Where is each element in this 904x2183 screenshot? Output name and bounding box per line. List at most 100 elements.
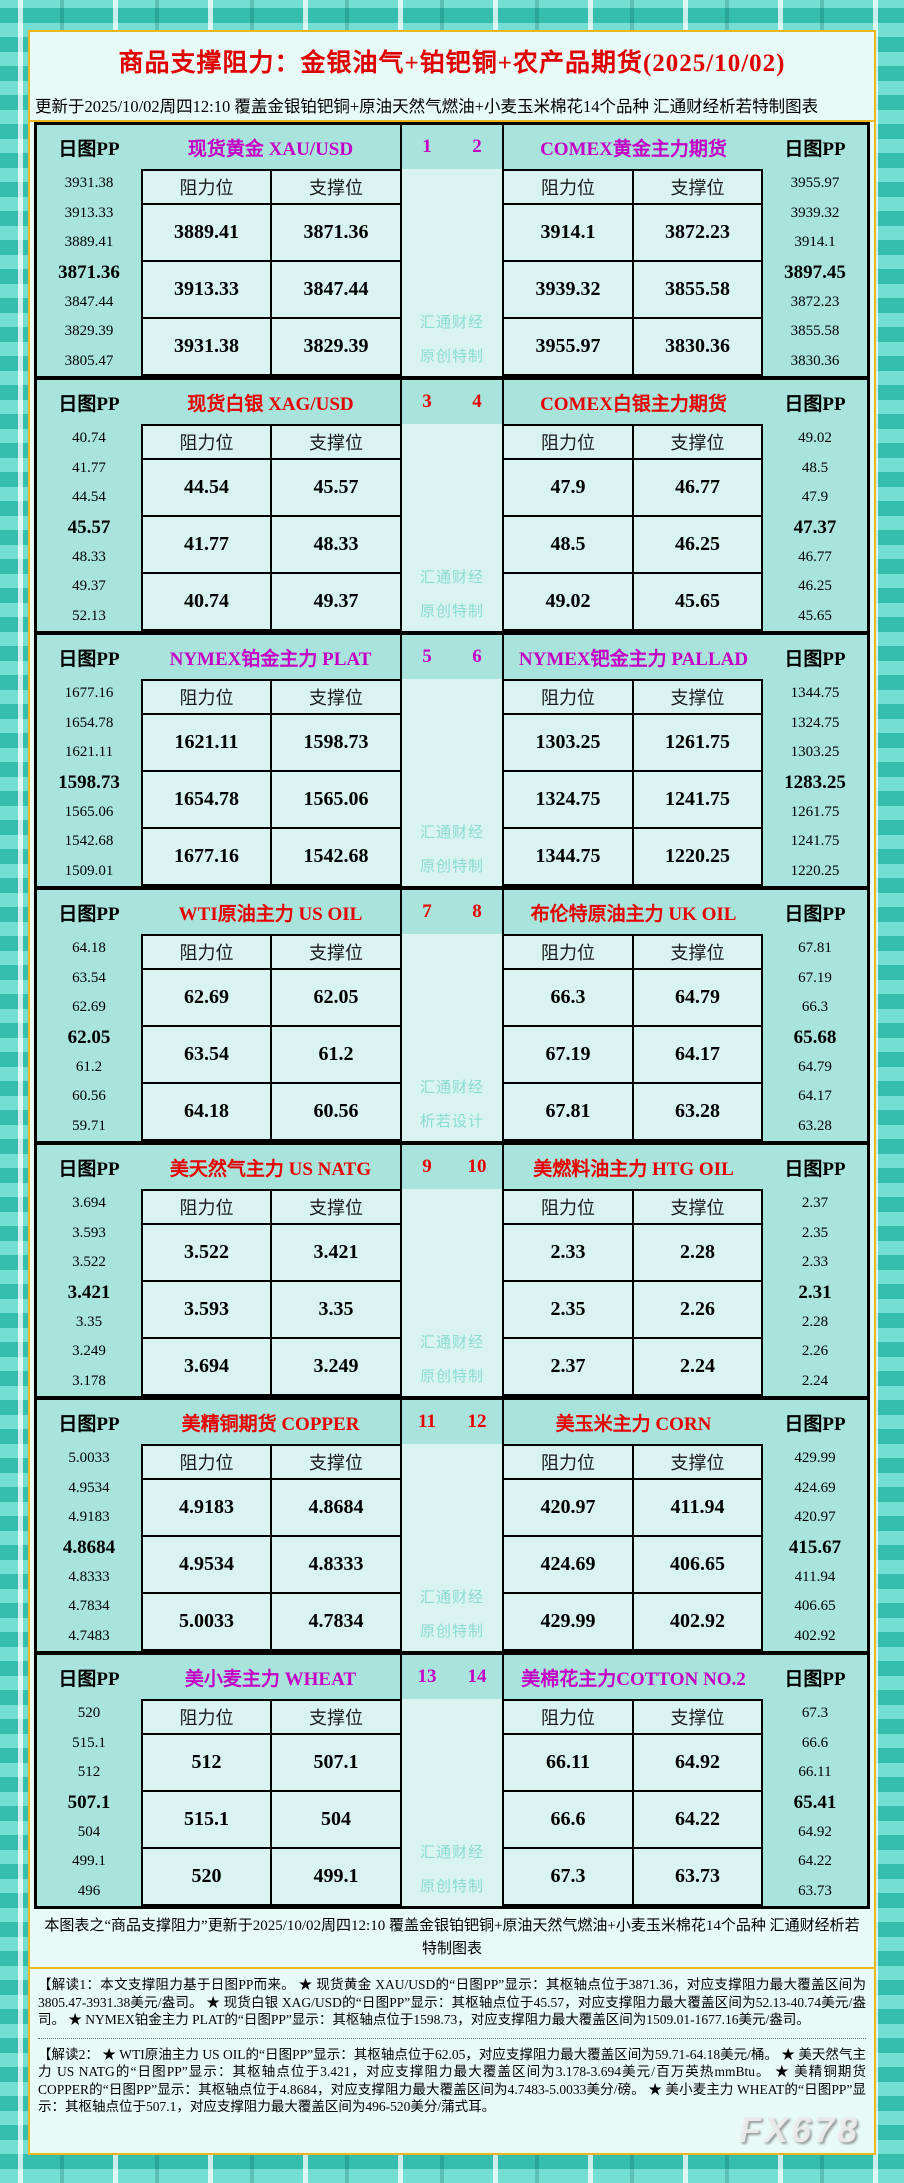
support-value: 48.33 [270, 515, 400, 574]
resistance-value: 63.54 [141, 1025, 272, 1084]
resistance-value: 3914.1 [504, 203, 634, 262]
resistance-value: 512 [141, 1733, 272, 1792]
support-value: 3.249 [270, 1337, 400, 1396]
commodity-block: 日图PP 美精铜期货 COPPER 11 12 美玉米主力 CORN 日图PP … [37, 1400, 867, 1655]
support-value: 2.28 [632, 1223, 763, 1282]
resistance-value: 4.9534 [141, 1535, 272, 1594]
support-value: 2.26 [632, 1280, 763, 1339]
support-value: 46.77 [632, 458, 763, 517]
sr-header-row: 阻力位 支撑位 [141, 1189, 400, 1225]
resistance-value: 49.02 [504, 572, 634, 631]
left-pp-value: 496 [77, 1882, 101, 1899]
left-pp-header: 日图PP [58, 393, 120, 415]
sr-data-row: 47.9 46.77 [504, 458, 763, 517]
support-value: 402.92 [632, 1592, 763, 1651]
center-watermark: 汇通财经 原创特制 [400, 1699, 504, 1906]
left-sr-table: 阻力位 支撑位 3.522 3.421 3.593 3.35 3.694 3.249 [141, 1189, 400, 1396]
center-watermark: 汇通财经 原创特制 [400, 1189, 504, 1396]
sr-data-row: 1303.25 1261.75 [504, 713, 763, 772]
right-pp-value-pivot: 415.67 [788, 1536, 842, 1558]
left-pp-value: 3913.33 [64, 204, 114, 221]
pair-number-left: 5 [422, 646, 432, 667]
watermark-line-2: 析若设计 [419, 1114, 484, 1130]
support-value: 3855.58 [632, 260, 763, 319]
sr-data-row: 67.3 63.73 [504, 1847, 763, 1906]
sr-data-row: 67.19 64.17 [504, 1025, 763, 1084]
footer-note: 本图表之“商品支撑阻力”更新于2025/10/02周四12:10 覆盖金银铂钯铜… [30, 1909, 874, 1969]
right-pp-value: 1344.75 [790, 685, 840, 702]
resistance-header: 阻力位 [141, 424, 272, 460]
brand-watermark: FX678 [738, 2109, 860, 2150]
pair-number-left: 11 [418, 1411, 436, 1432]
sr-data-row: 1654.78 1565.06 [141, 770, 400, 829]
support-value: 3871.36 [270, 203, 400, 262]
right-pp-value-pivot: 65.41 [793, 1791, 837, 1813]
resistance-value: 3.694 [141, 1337, 272, 1396]
support-header: 支撑位 [632, 934, 763, 970]
sr-data-row: 4.9183 4.8684 [141, 1478, 400, 1537]
right-pp-value: 411.94 [794, 1568, 836, 1585]
pair-number-right: 14 [467, 1666, 487, 1687]
right-table-body: 66.11 64.92 66.6 64.22 67.3 63.73 [504, 1733, 763, 1906]
left-sr-table: 阻力位 支撑位 512 507.1 515.1 504 520 499.1 [141, 1699, 400, 1906]
left-pp-value: 3.593 [72, 1224, 106, 1241]
resistance-header: 阻力位 [504, 934, 634, 970]
right-pp-value: 49.02 [798, 430, 832, 447]
center-watermark: 汇通财经 原创特制 [400, 679, 504, 886]
sr-data-row: 420.97 411.94 [504, 1478, 763, 1537]
right-sr-table: 阻力位 支撑位 66.11 64.92 66.6 64.22 67.3 63.73 [504, 1699, 763, 1906]
right-pp-value-pivot: 1283.25 [784, 771, 846, 793]
resistance-header: 阻力位 [504, 1699, 634, 1735]
commodity-block: 日图PP 现货白银 XAG/USD 3 4 COMEX白银主力期货 日图PP 4… [37, 380, 867, 635]
left-pp-value: 3889.41 [64, 234, 114, 251]
pair-number-right: 4 [472, 391, 482, 412]
left-pp-value: 52.13 [72, 607, 106, 624]
sr-header-row: 阻力位 支撑位 [504, 1444, 763, 1480]
resistance-value: 66.11 [504, 1733, 634, 1792]
resistance-value: 1621.11 [141, 713, 272, 772]
right-pp-value: 2.24 [801, 1372, 829, 1389]
resistance-value: 66.6 [504, 1790, 634, 1849]
right-pp-value: 66.3 [801, 999, 829, 1016]
resistance-value: 4.9183 [141, 1478, 272, 1537]
support-value: 63.28 [632, 1082, 763, 1141]
resistance-value: 2.33 [504, 1223, 634, 1282]
right-pp-value-pivot: 3897.45 [784, 261, 846, 283]
right-table-wrap: 阻力位 支撑位 2.33 2.28 2.35 2.26 2.37 2.24 [504, 1189, 763, 1396]
interpretation-2: 【解读2： ★ WTI原油主力 US OIL的“日图PP”显示：其枢轴点位于62… [38, 2046, 866, 2115]
right-instrument-title: 美棉花主力COTTON NO.2 [521, 1668, 746, 1690]
left-pp-value: 504 [77, 1823, 101, 1840]
resistance-value: 429.99 [504, 1592, 634, 1651]
pair-number-left: 7 [422, 901, 432, 922]
sr-data-row: 40.74 49.37 [141, 572, 400, 631]
left-table-body: 44.54 45.57 41.77 48.33 40.74 49.37 [141, 458, 400, 631]
sr-header-row: 阻力位 支撑位 [141, 424, 400, 460]
sr-data-row: 4.9534 4.8333 [141, 1535, 400, 1594]
resistance-value: 3939.32 [504, 260, 634, 319]
sr-data-row: 1344.75 1220.25 [504, 827, 763, 886]
sr-data-row: 2.35 2.26 [504, 1280, 763, 1339]
support-value: 507.1 [270, 1733, 400, 1792]
left-table-wrap: 阻力位 支撑位 44.54 45.57 41.77 48.33 40.74 49.37 [141, 424, 400, 631]
right-pp-header: 日图PP [784, 1668, 846, 1690]
right-pp-header: 日图PP [784, 138, 846, 160]
left-pp-value: 499.1 [72, 1853, 106, 1870]
sr-data-row: 3.593 3.35 [141, 1280, 400, 1339]
support-value: 63.73 [632, 1847, 763, 1906]
left-pp-value: 3847.44 [64, 293, 114, 310]
left-instrument-title: WTI原油主力 US OIL [178, 903, 363, 925]
sr-header-row: 阻力位 支撑位 [141, 169, 400, 205]
right-pp-header: 日图PP [784, 1158, 846, 1180]
right-table-wrap: 阻力位 支撑位 420.97 411.94 424.69 406.65 429.99 40… [504, 1444, 763, 1651]
sr-data-row: 49.02 45.65 [504, 572, 763, 631]
right-pp-value: 3830.36 [790, 352, 840, 369]
sr-header-row: 阻力位 支撑位 [141, 1444, 400, 1480]
left-pp-header: 日图PP [58, 1668, 120, 1690]
resistance-value: 2.35 [504, 1280, 634, 1339]
left-table-wrap: 阻力位 支撑位 512 507.1 515.1 504 520 499.1 [141, 1699, 400, 1906]
resistance-header: 阻力位 [504, 169, 634, 205]
sr-data-row: 44.54 45.57 [141, 458, 400, 517]
left-pp-value-pivot: 507.1 [67, 1791, 111, 1813]
right-table-body: 1303.25 1261.75 1324.75 1241.75 1344.75 1220.… [504, 713, 763, 886]
left-instrument-title: 美小麦主力 WHEAT [184, 1668, 357, 1690]
